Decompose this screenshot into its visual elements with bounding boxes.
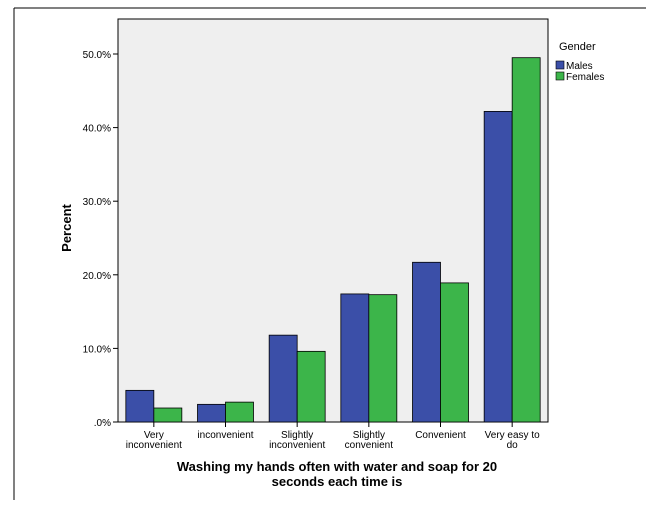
plot-area [117, 18, 549, 423]
bar-males-0 [125, 389, 155, 423]
x-tick-label: Slightly [353, 430, 385, 441]
x-tick-label: Convenient [415, 430, 466, 441]
y-tick-label: 10.0% [83, 344, 111, 355]
x-tick-label: do [507, 440, 519, 451]
bar-females-2 [296, 350, 326, 423]
x-tick-label: Slightly [281, 430, 313, 441]
legend-title: Gender [559, 41, 596, 53]
bar-females-3 [368, 294, 398, 423]
bar-females-5 [511, 57, 541, 423]
x-tick-label: Very [144, 430, 164, 441]
x-tick-label: convenient [345, 440, 394, 451]
x-tick-label: Very easy to [485, 430, 540, 441]
y-tick-label: .0% [94, 418, 111, 429]
bar-males-5 [483, 111, 513, 423]
x-tick-label: inconvenient [269, 440, 325, 451]
x-axis-title-line-2: seconds each time is [272, 474, 403, 489]
x-tick-label: inconvenient [126, 440, 182, 451]
bar-males-2 [268, 334, 298, 423]
y-axis-title: Percent [59, 203, 74, 251]
legend-label-females: Females [566, 72, 604, 83]
bars-group [125, 57, 541, 423]
bar-males-3 [340, 293, 370, 423]
legend-swatch-females [555, 71, 565, 81]
bar-males-1 [197, 403, 226, 423]
x-axis-title-line-1: Washing my hands often with water and so… [177, 459, 497, 474]
bar-males-4 [412, 261, 441, 423]
bar-females-0 [153, 407, 183, 423]
y-tick-label: 30.0% [83, 197, 111, 208]
y-tick-label: 40.0% [83, 124, 111, 135]
legend-swatch-males [555, 60, 565, 70]
legend-label-males: Males [566, 61, 593, 72]
y-tick-label: 50.0% [83, 50, 111, 61]
y-tick-label: 20.0% [83, 271, 111, 282]
y-axis-ticks: .0% 10.0% 20.0% 30.0% 40.0% 50.0% [83, 50, 118, 429]
x-tick-label: inconvenient [197, 430, 253, 441]
bar-females-1 [225, 401, 254, 423]
bar-females-4 [440, 282, 469, 423]
